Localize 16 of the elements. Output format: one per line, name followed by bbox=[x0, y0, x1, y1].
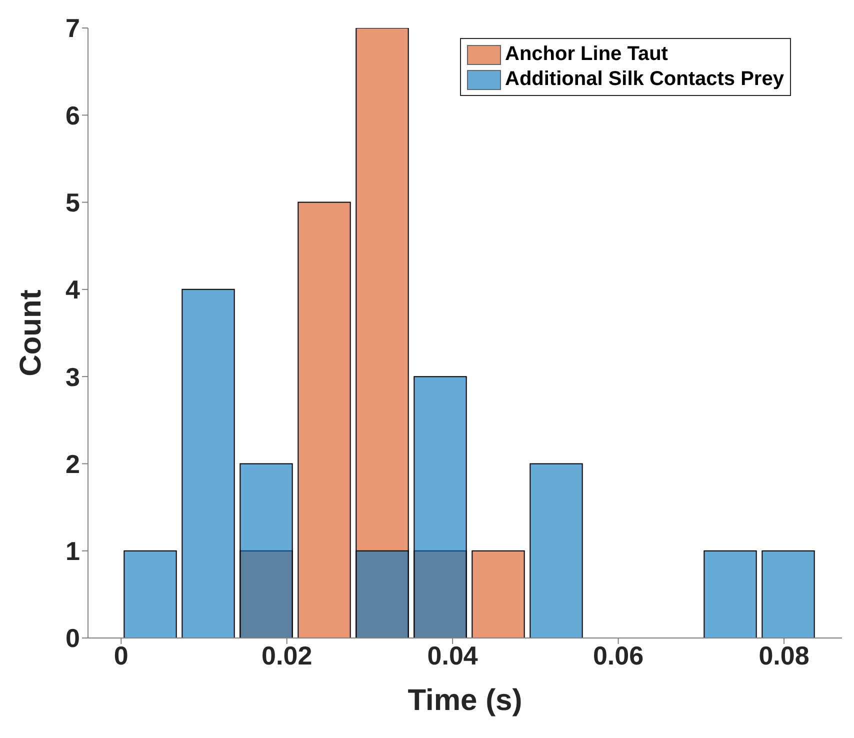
x-tick-label: 0.04 bbox=[427, 640, 478, 670]
y-tick-label: 2 bbox=[66, 448, 80, 479]
x-tick-label: 0.06 bbox=[592, 640, 644, 670]
y-tick-label: 4 bbox=[66, 274, 81, 305]
x-tick-label: 0.02 bbox=[262, 640, 312, 670]
y-tick-label: 5 bbox=[66, 188, 80, 218]
y-tick-label: 6 bbox=[66, 100, 80, 130]
legend-label: Anchor Line Taut bbox=[505, 43, 668, 66]
y-tick-label: 7 bbox=[66, 13, 80, 44]
x-tick-label: 0 bbox=[114, 640, 128, 670]
y-tick-label: 3 bbox=[66, 362, 80, 392]
x-tick-label: 0.08 bbox=[758, 640, 810, 670]
x-axis-title: Time (s) bbox=[408, 684, 522, 717]
legend-label: Additional Silk Contacts Prey bbox=[505, 68, 784, 91]
y-tick-label: 1 bbox=[66, 536, 80, 566]
y-axis-title: Count bbox=[14, 290, 48, 376]
